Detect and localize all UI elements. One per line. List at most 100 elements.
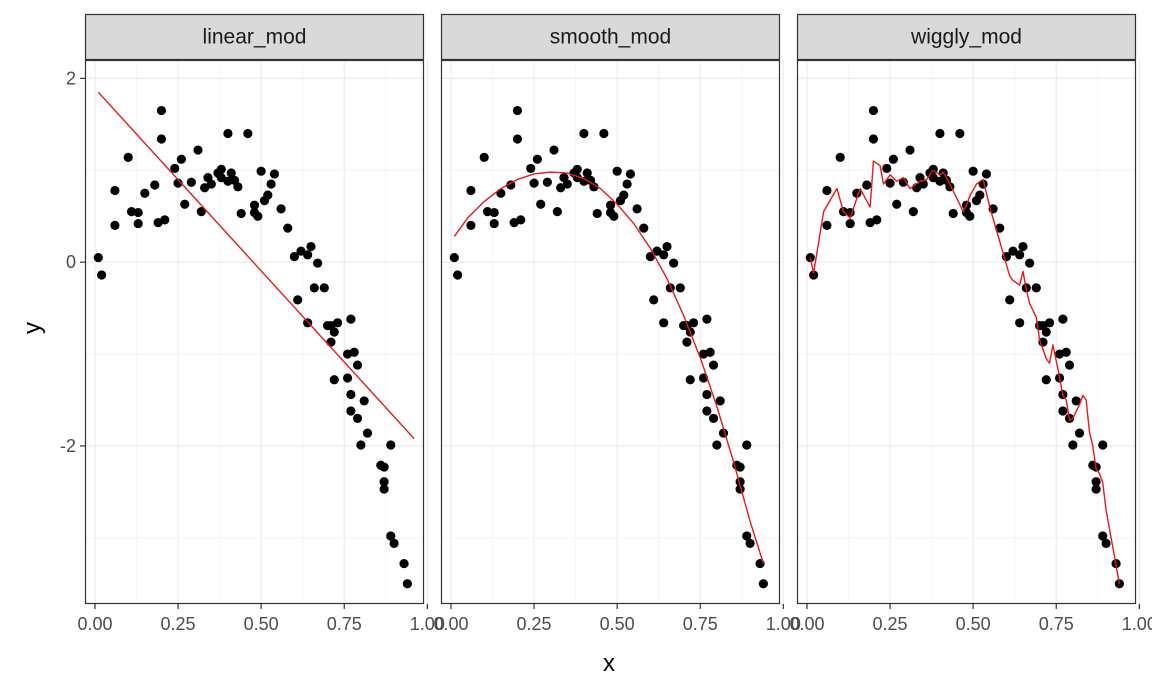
data-point xyxy=(346,406,356,416)
data-point xyxy=(682,337,692,347)
data-point xyxy=(306,241,316,252)
data-point xyxy=(995,223,1005,233)
data-point xyxy=(249,200,260,210)
data-point xyxy=(216,164,226,174)
data-point xyxy=(266,179,276,189)
data-point xyxy=(359,396,369,406)
data-point xyxy=(313,258,323,268)
data-point xyxy=(898,177,908,187)
data-point xyxy=(449,252,459,263)
data-point xyxy=(662,241,672,252)
data-point xyxy=(319,283,329,293)
data-point xyxy=(156,105,167,116)
x-tick-label: 1.00 xyxy=(766,614,801,634)
data-point xyxy=(196,207,206,217)
data-point xyxy=(892,199,902,209)
data-point xyxy=(1018,241,1028,252)
x-axis-title: x xyxy=(603,650,615,677)
data-point xyxy=(389,538,399,548)
data-point xyxy=(536,199,546,209)
data-point xyxy=(309,283,319,293)
data-point xyxy=(702,406,712,416)
data-point xyxy=(862,180,872,190)
data-point xyxy=(532,154,542,164)
data-point xyxy=(685,375,695,385)
data-point xyxy=(170,163,180,174)
facet-strip xyxy=(84,13,425,61)
data-point xyxy=(702,389,712,400)
data-point xyxy=(1015,250,1025,260)
data-point xyxy=(512,105,523,116)
x-tick-label: 0.00 xyxy=(789,614,824,634)
data-point xyxy=(742,531,752,541)
data-point xyxy=(955,128,965,139)
panel-background xyxy=(797,60,1136,604)
facet-strip xyxy=(796,13,1137,61)
data-point xyxy=(735,462,745,472)
data-point xyxy=(496,188,506,198)
data-point xyxy=(905,145,915,155)
data-point xyxy=(93,252,103,263)
y-tick-label: -2 xyxy=(60,436,76,456)
panel-border xyxy=(84,59,425,605)
data-point xyxy=(1064,360,1075,370)
data-point xyxy=(758,579,768,589)
data-point xyxy=(549,145,559,155)
facet-strip xyxy=(440,13,781,61)
data-point xyxy=(868,134,879,144)
data-point xyxy=(1091,484,1101,494)
x-tick-label: 1.00 xyxy=(1122,614,1152,634)
data-point xyxy=(293,295,303,305)
x-tick-label: 0.00 xyxy=(433,614,468,634)
data-point xyxy=(582,168,592,178)
data-point xyxy=(1031,283,1041,293)
data-point xyxy=(329,375,339,385)
data-point xyxy=(140,188,150,198)
data-point xyxy=(609,211,619,221)
data-point xyxy=(276,204,286,214)
x-tick-label: 0.50 xyxy=(956,614,991,634)
data-point xyxy=(592,208,602,219)
data-point xyxy=(552,207,562,217)
data-point xyxy=(1068,440,1078,450)
data-point xyxy=(745,538,755,548)
data-point xyxy=(180,199,190,209)
data-point xyxy=(1098,440,1108,450)
data-point xyxy=(918,179,928,189)
panel-background xyxy=(85,60,424,604)
data-point xyxy=(639,223,649,233)
data-point xyxy=(649,295,659,305)
data-point xyxy=(1098,531,1108,541)
data-point xyxy=(625,169,636,179)
data-point xyxy=(619,190,629,200)
data-point xyxy=(622,179,632,189)
data-point xyxy=(346,389,356,400)
data-point xyxy=(659,318,669,328)
data-point xyxy=(156,134,167,144)
data-point xyxy=(133,207,143,218)
data-point xyxy=(303,250,313,260)
data-point xyxy=(123,152,133,163)
data-point xyxy=(599,128,609,139)
data-point xyxy=(160,215,170,225)
data-point xyxy=(659,250,669,260)
data-point xyxy=(1041,375,1051,385)
data-point xyxy=(632,204,642,214)
data-point xyxy=(542,177,552,187)
data-point xyxy=(379,462,389,472)
data-point xyxy=(715,396,725,406)
panel-border xyxy=(796,59,1137,605)
data-point xyxy=(1058,314,1068,324)
data-point xyxy=(562,179,572,189)
data-point xyxy=(283,223,293,233)
y-tick-label: 2 xyxy=(66,68,76,88)
data-point xyxy=(882,163,892,174)
data-point xyxy=(822,220,832,231)
data-point xyxy=(173,178,183,188)
data-point xyxy=(572,164,582,174)
fit-line-wiggly_mod xyxy=(809,160,1121,584)
data-point xyxy=(712,440,722,450)
data-point xyxy=(362,428,373,438)
data-point xyxy=(110,185,120,196)
